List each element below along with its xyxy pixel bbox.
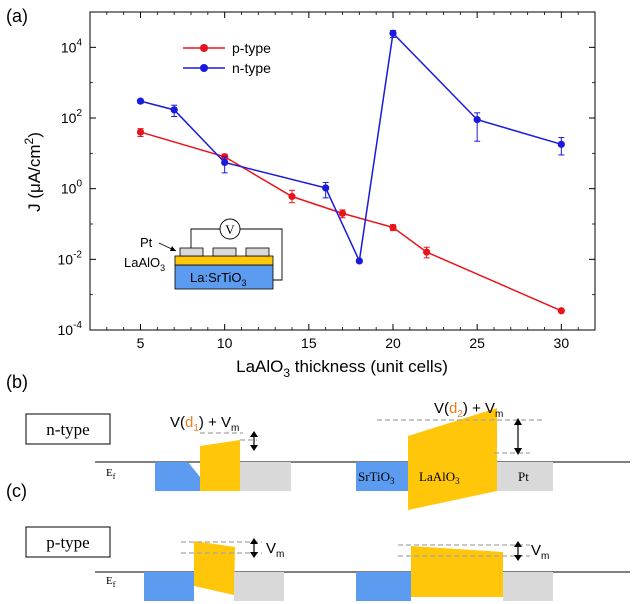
n-thick-substrate — [356, 462, 408, 491]
p-thin-substrate — [144, 572, 194, 601]
data-point-n-type — [136, 97, 145, 105]
n-thin-metal — [240, 462, 291, 491]
n-thick-arrowhead-up — [514, 418, 522, 425]
data-point-p-type — [389, 223, 397, 232]
n-thin-arrowhead-up — [250, 431, 258, 437]
n-thick-barrier — [408, 408, 497, 510]
x-tick-label: 5 — [137, 335, 145, 351]
data-point-p-type — [136, 128, 145, 136]
p-thick-substrate — [356, 572, 411, 601]
inset-substrate — [174, 264, 274, 290]
inset-device-schematic: V Pt LaAlO3 La:SrTiO3 — [124, 218, 283, 290]
series-line-n-type — [140, 31, 562, 264]
sto-label: SrTiO3 — [358, 469, 395, 486]
p-thick-metal — [503, 572, 553, 601]
plot-frame — [89, 11, 596, 331]
p-thick-barrier — [411, 546, 503, 597]
p-thick-arrowhead-down — [514, 555, 522, 561]
inset-sto-label: La:SrTiO3 — [190, 270, 247, 288]
x-axis-ticks: 5 10 15 20 25 30 — [89, 12, 596, 351]
inset-lao-layer — [174, 255, 274, 266]
p-type-label: p-type — [46, 533, 89, 552]
y-tick-label: 104 — [61, 37, 83, 55]
data-point-n-type — [355, 257, 363, 265]
data-point-p-type — [338, 209, 347, 217]
p-thick-vm-label: Vm — [531, 542, 549, 562]
chart-a: 5 10 15 20 25 30 10-4 10-2 100 102 104 LaAlO3 thi… — [22, 11, 596, 380]
ef-label-n: Ef — [106, 467, 116, 481]
n-thick-metal — [497, 462, 553, 491]
y-tick-label: 10-2 — [58, 249, 83, 267]
p-thin-arrowhead-up — [250, 538, 258, 544]
n-thin-voltage-label: V(d1) + Vm — [170, 414, 239, 434]
data-point-n-type — [322, 184, 330, 192]
data-point-p-type — [557, 307, 565, 315]
y-tick-label: 100 — [61, 179, 83, 197]
inset-lao-label: LaAlO3 — [124, 255, 165, 273]
x-tick-label: 15 — [301, 335, 317, 351]
inset-pt-pad-1 — [179, 247, 204, 257]
p-type-label-box — [25, 526, 111, 558]
panel-label-a: (a) — [6, 6, 28, 26]
band-diagram-p-type: p-type Ef Vm Vm — [25, 526, 630, 601]
p-thin-metal — [234, 572, 284, 601]
inset-pt-pad-2 — [212, 247, 237, 257]
n-thin-arrowhead-down — [250, 445, 258, 451]
legend: p-type n-type — [183, 40, 271, 76]
pt-label: Pt — [518, 469, 529, 484]
y-axis-label: J (μA/cm2) — [22, 132, 44, 212]
ef-label-p: Ef — [106, 575, 116, 589]
p-thin-vm-label: Vm — [266, 540, 284, 560]
p-thick-arrowhead-up — [514, 541, 522, 547]
n-type-label-box — [25, 413, 111, 445]
n-thin-substrate — [155, 462, 200, 491]
n-thin-barrier — [200, 440, 240, 491]
data-point-n-type — [389, 29, 397, 37]
p-thin-barrier — [194, 541, 235, 595]
band-diagram-n-type: n-type Ef V(d1) + Vm V(d2) + Vm SrTiO3 L… — [25, 400, 630, 510]
x-tick-label: 30 — [554, 335, 570, 351]
legend-label-n-type: n-type — [232, 60, 271, 76]
legend-marker-p-type — [200, 44, 208, 52]
legend-marker-n-type — [200, 64, 208, 72]
data-point-n-type — [170, 106, 178, 114]
series-layer — [136, 29, 565, 315]
x-axis-label: LaAlO3 thickness (unit cells) — [236, 357, 448, 380]
n-type-label: n-type — [46, 420, 89, 439]
x-tick-label: 25 — [469, 335, 485, 351]
inset-voltmeter-symbol: V — [225, 222, 235, 237]
data-point-n-type — [557, 140, 565, 148]
inset-pt-arrowhead — [170, 246, 176, 251]
inset-pt-pad-3 — [245, 247, 270, 257]
legend-label-p-type: p-type — [232, 40, 271, 56]
data-point-p-type — [288, 192, 296, 201]
inset-wire-left — [190, 228, 220, 248]
data-point-n-type — [473, 116, 481, 124]
n-thick-arrowhead-down — [514, 448, 522, 455]
n-thick-voltage-label: V(d2) + Vm — [434, 400, 503, 420]
inset-pt-label: Pt — [140, 235, 153, 250]
y-tick-label: 10-4 — [58, 320, 83, 338]
panel-label-b: (b) — [6, 372, 28, 392]
panel-label-c: (c) — [6, 481, 27, 501]
data-point-n-type — [221, 158, 229, 167]
y-tick-label: 102 — [61, 108, 83, 126]
data-point-p-type — [423, 248, 431, 256]
y-axis-ticks: 10-4 10-2 100 102 104 — [58, 37, 595, 338]
x-tick-label: 20 — [385, 335, 401, 351]
x-tick-label: 10 — [217, 335, 233, 351]
inset-voltmeter-icon — [219, 218, 241, 240]
lao-label: LaAlO3 — [419, 469, 460, 486]
p-thin-arrowhead-down — [250, 552, 258, 558]
inset-wire-right — [240, 228, 283, 281]
